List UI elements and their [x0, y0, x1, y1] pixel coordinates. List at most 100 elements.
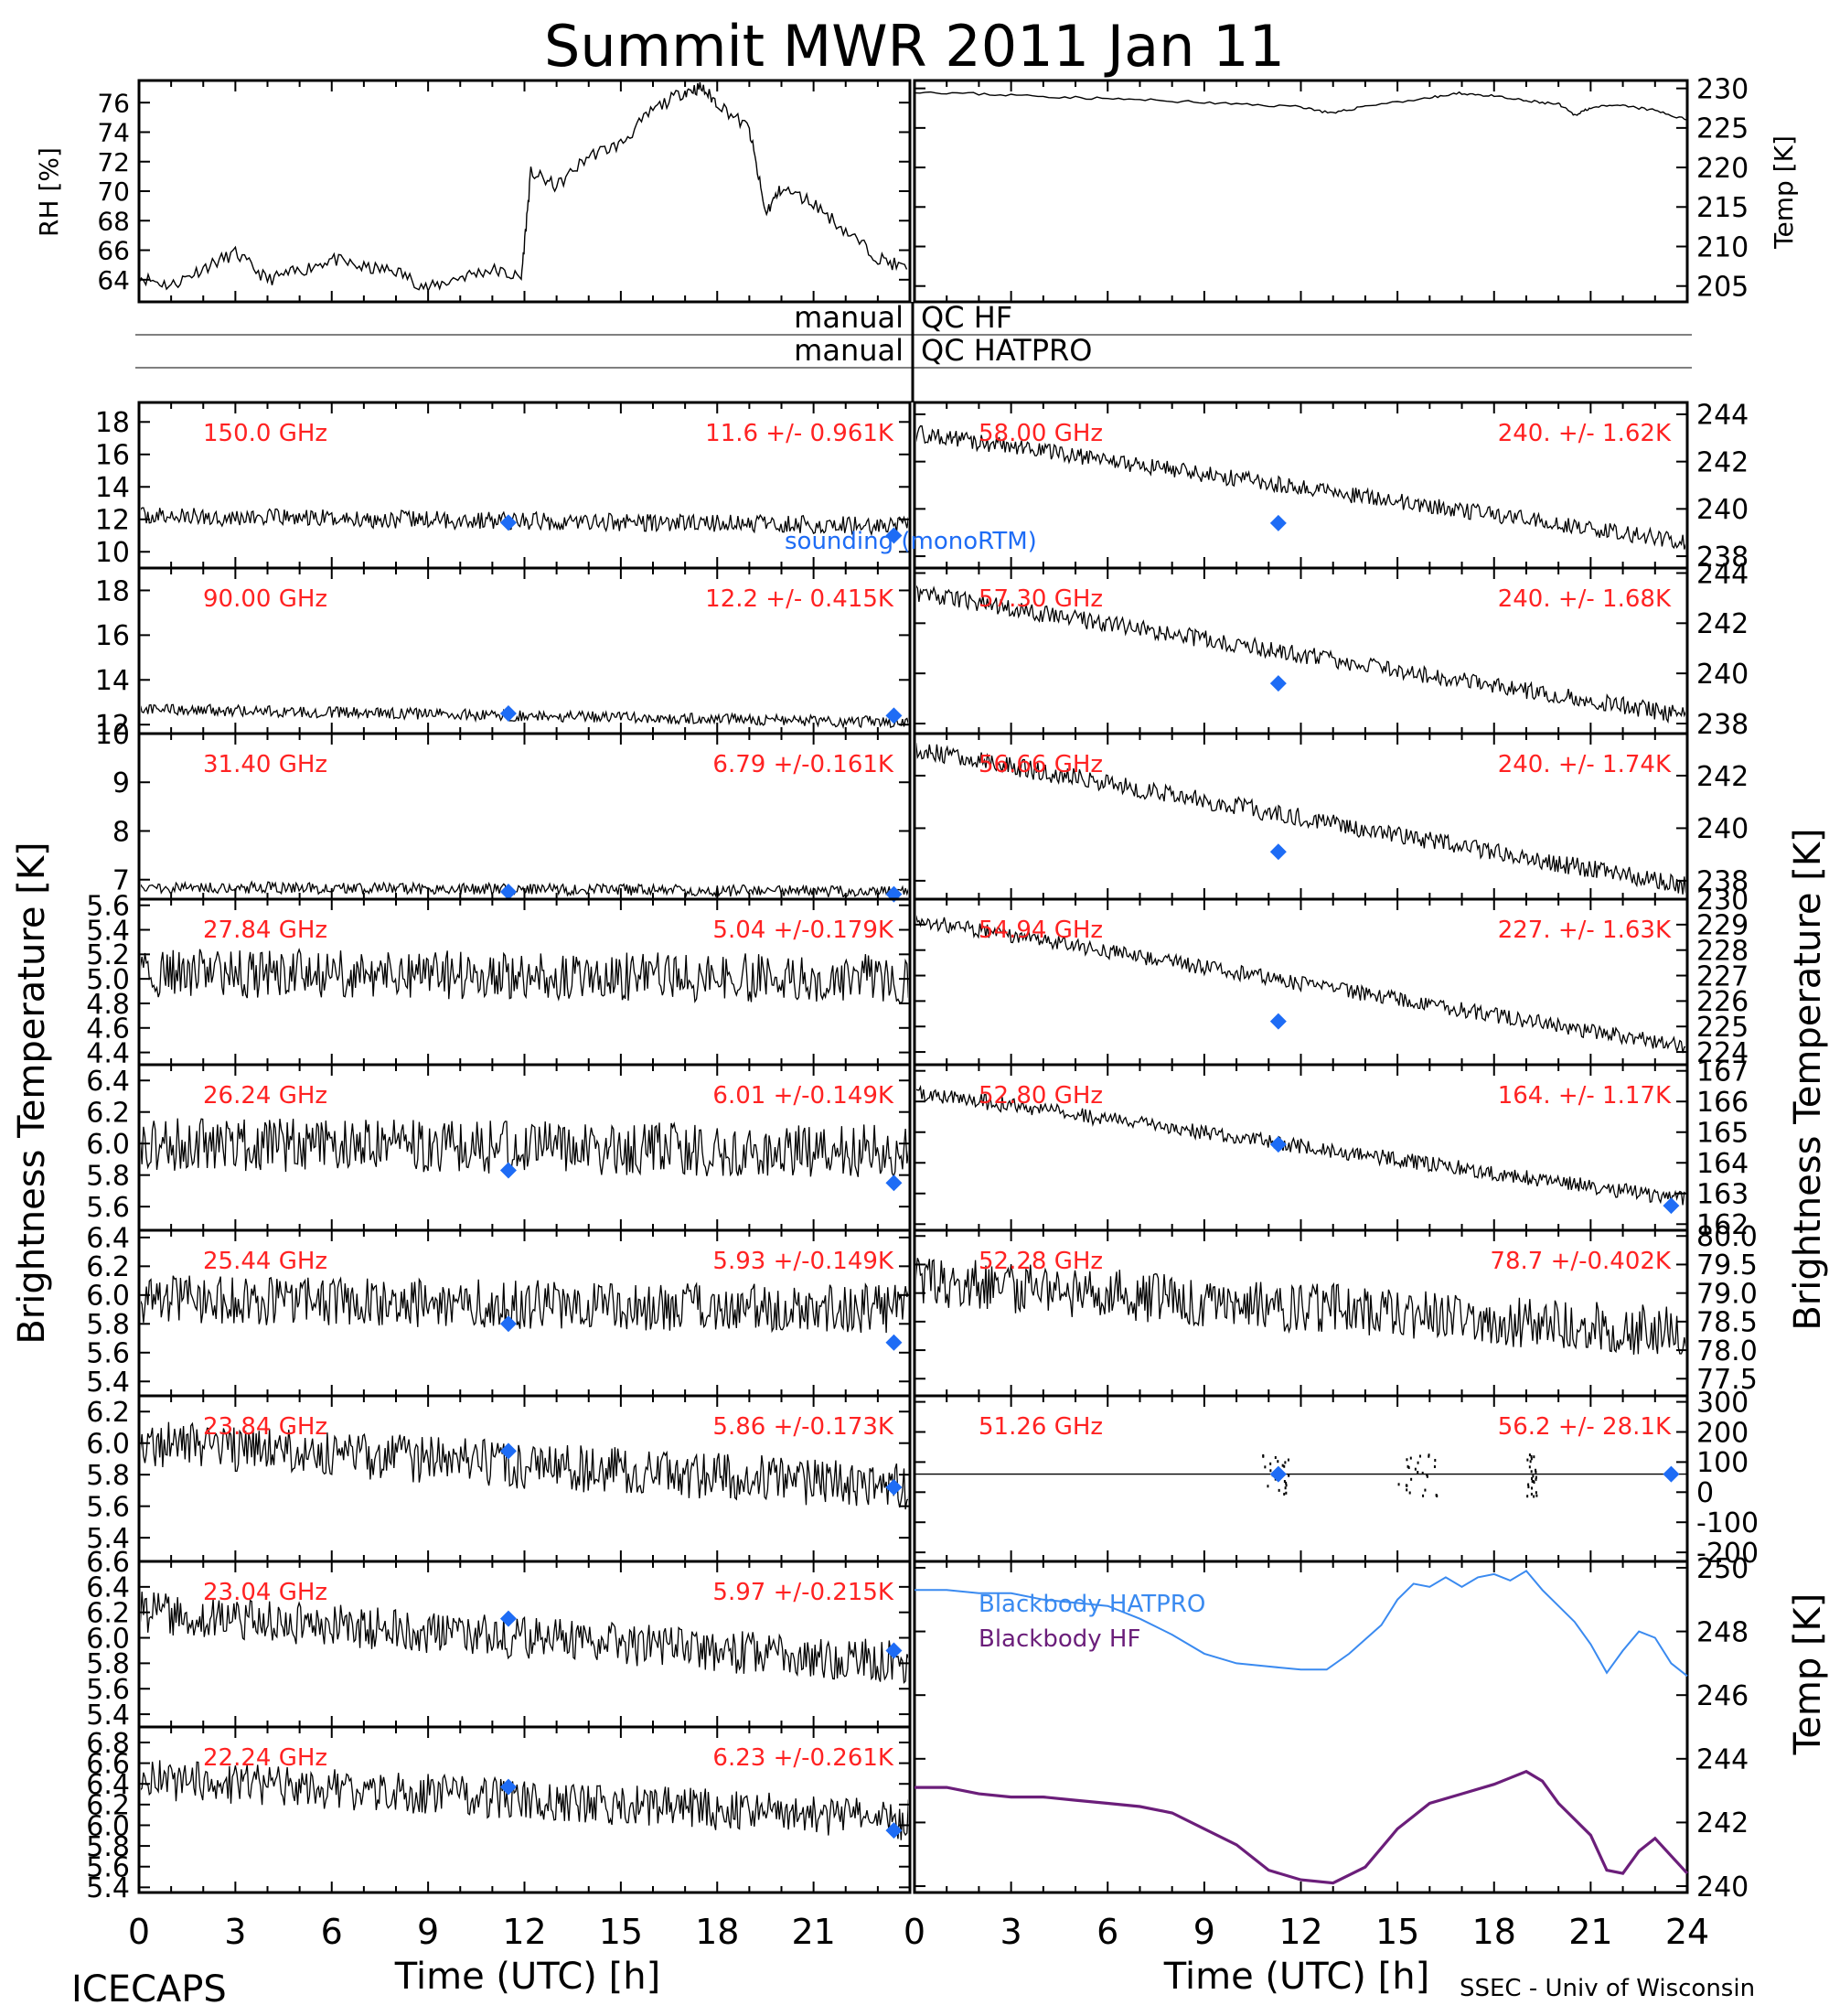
ch-right-0-y-tick-label: 240 — [1696, 494, 1749, 526]
channel-scatter-point — [1269, 1462, 1272, 1465]
channel-scatter-point — [1285, 1484, 1288, 1487]
ch-left-2-y-tick-label: 8 — [112, 816, 130, 848]
ch-right-1-y-tick-label: 238 — [1696, 709, 1749, 741]
sounding-marker — [499, 1162, 517, 1179]
ch-right-2-y-tick-label: 240 — [1696, 813, 1749, 845]
channel-scatter-point — [1417, 1461, 1419, 1464]
channel-stat-label: 240. +/- 1.68K — [1498, 585, 1672, 613]
ch-right-3-y-tick-label: 225 — [1696, 1012, 1749, 1044]
channel-scatter-point — [1414, 1467, 1417, 1471]
ch-left-8-y-tick-label: 6.0 — [86, 1810, 130, 1842]
channel-scatter-point — [1264, 1465, 1267, 1469]
channel-scatter-point — [1417, 1470, 1419, 1474]
channel-trace — [141, 507, 908, 537]
channel-scatter-point — [1529, 1460, 1532, 1464]
channel-scatter-point — [1535, 1475, 1537, 1479]
channel-scatter-point — [1274, 1455, 1277, 1459]
x-axis-label-left: Time (UTC) [h] — [394, 1956, 660, 1998]
channel-scatter-point — [1269, 1469, 1272, 1473]
channel-trace — [141, 1275, 908, 1334]
ch-left-5-y-tick-label: 5.6 — [86, 1338, 130, 1370]
channel-scatter-point — [1527, 1483, 1530, 1486]
channel-stat-label: 56.2 +/- 28.1K — [1498, 1413, 1672, 1441]
channel-frequency-label: 90.00 GHz — [203, 585, 327, 613]
ch-left-3-y-tick-label: 4.6 — [86, 1013, 130, 1046]
sounding-marker — [1663, 1197, 1680, 1215]
channel-stat-label: 6.79 +/-0.161K — [712, 751, 894, 778]
channel-trace — [141, 1421, 908, 1510]
ch-left-2-y-tick-label: 9 — [112, 767, 130, 799]
ch-left-5-y-tick-label: 5.8 — [86, 1309, 130, 1341]
rh-series-line — [138, 81, 908, 294]
credit-label: SSEC - Univ of Wisconsin — [1460, 1975, 1755, 2002]
channel-stat-label: 6.23 +/-0.261K — [712, 1744, 894, 1772]
ch-right-4-y-tick-label: 165 — [1696, 1118, 1749, 1150]
sounding-marker — [1269, 1136, 1287, 1153]
channel-frequency-label: 57.30 GHz — [979, 585, 1103, 613]
channel-stat-label: 164. +/- 1.17K — [1498, 1082, 1672, 1110]
ch-right-6-y-tick-label: 200 — [1696, 1417, 1749, 1449]
ch-right-6-y-tick-label: 300 — [1696, 1387, 1749, 1419]
ch-left-0-y-tick-label: 12 — [95, 505, 130, 537]
ch-left-8-y-tick-label: 6.6 — [86, 1748, 130, 1780]
channel-trace — [141, 880, 908, 897]
x-tick-label-left: 6 — [321, 1912, 343, 1952]
channel-trace — [916, 584, 1685, 724]
channel-stat-label: 5.04 +/-0.179K — [712, 917, 894, 944]
ch-right-1-y-tick-label: 242 — [1696, 608, 1749, 640]
channel-trace — [141, 1760, 908, 1840]
temp-y-tick-label: 225 — [1696, 113, 1749, 145]
channel-scatter-point — [1535, 1494, 1538, 1497]
sounding-marker — [499, 1315, 517, 1333]
x-tick-label-left: 3 — [224, 1912, 246, 1952]
ch-right-0-y-tick-label: 242 — [1696, 446, 1749, 478]
sounding-marker — [1269, 1465, 1287, 1483]
x-tick-label-right: 0 — [904, 1912, 925, 1952]
rh-y-tick-label: 68 — [97, 206, 130, 236]
temp-y-tick-label: 210 — [1696, 231, 1749, 263]
sounding-marker — [885, 1478, 903, 1496]
left-bt-axis-label: Brightness Temperature [K] — [11, 842, 53, 1344]
temp-series-line — [914, 91, 1688, 121]
ch-right-4-y-tick-label: 164 — [1696, 1148, 1749, 1180]
channel-trace — [916, 1258, 1685, 1356]
ch-left-1-y-tick-label: 18 — [95, 575, 130, 607]
bb-hatpro-line — [914, 1570, 1688, 1678]
channel-frequency-label: 25.44 GHz — [203, 1248, 327, 1275]
channel-scatter-point — [1407, 1464, 1409, 1468]
channel-frequency-label: 23.84 GHz — [203, 1413, 327, 1441]
channel-frequency-label: 31.40 GHz — [203, 751, 327, 778]
channel-scatter-point — [1285, 1491, 1288, 1495]
channel-scatter-point — [1407, 1465, 1410, 1469]
ch-left-4-y-tick-label: 6.4 — [86, 1066, 130, 1098]
temp-bb-axis-label: Temp [K] — [1787, 1593, 1829, 1756]
footer-left-label: ICECAPS — [71, 1968, 227, 2011]
channel-stat-label: 5.86 +/-0.173K — [712, 1413, 894, 1441]
channel-scatter-point — [1528, 1453, 1531, 1457]
channel-scatter-point — [1526, 1495, 1529, 1498]
ch-right-3-y-tick-label: 228 — [1696, 935, 1749, 967]
ch-left-8-y-tick-label: 6.8 — [86, 1728, 130, 1760]
ch-right-5-y-tick-label: 79.0 — [1696, 1278, 1758, 1310]
ch-left-3-y-tick-label: 5.0 — [86, 964, 130, 996]
channel-scatter-point — [1535, 1468, 1537, 1472]
ch-left-5-y-tick-label: 5.4 — [86, 1367, 130, 1399]
channel-scatter-point — [1426, 1474, 1428, 1477]
ch-right-0-y-tick-label: 238 — [1696, 542, 1749, 574]
ch-left-6-y-tick-label: 5.8 — [86, 1460, 130, 1492]
channel-frequency-label: 56.66 GHz — [979, 751, 1103, 778]
qc-hf-manual-label: manual — [794, 300, 904, 335]
ch-left-1-y-tick-label: 12 — [95, 710, 130, 742]
channel-stat-label: 5.97 +/-0.215K — [712, 1579, 894, 1606]
channel-stat-label: 240. +/- 1.62K — [1498, 420, 1672, 447]
sounding-marker — [499, 1442, 517, 1460]
ch-right-3-y-tick-label: 226 — [1696, 986, 1749, 1018]
ch-left-7-y-tick-label: 6.2 — [86, 1597, 130, 1629]
channel-stat-label: 227. +/- 1.63K — [1498, 917, 1672, 944]
channel-scatter-point — [1288, 1474, 1290, 1477]
right-bt-axis-label: Brightness Temperature [K] — [1787, 828, 1829, 1330]
sounding-marker — [1269, 514, 1287, 531]
ch-right-3-y-tick-label: 224 — [1696, 1037, 1749, 1069]
channel-scatter-point — [1535, 1491, 1537, 1495]
channel-frequency-label: 52.80 GHz — [979, 1082, 1103, 1110]
